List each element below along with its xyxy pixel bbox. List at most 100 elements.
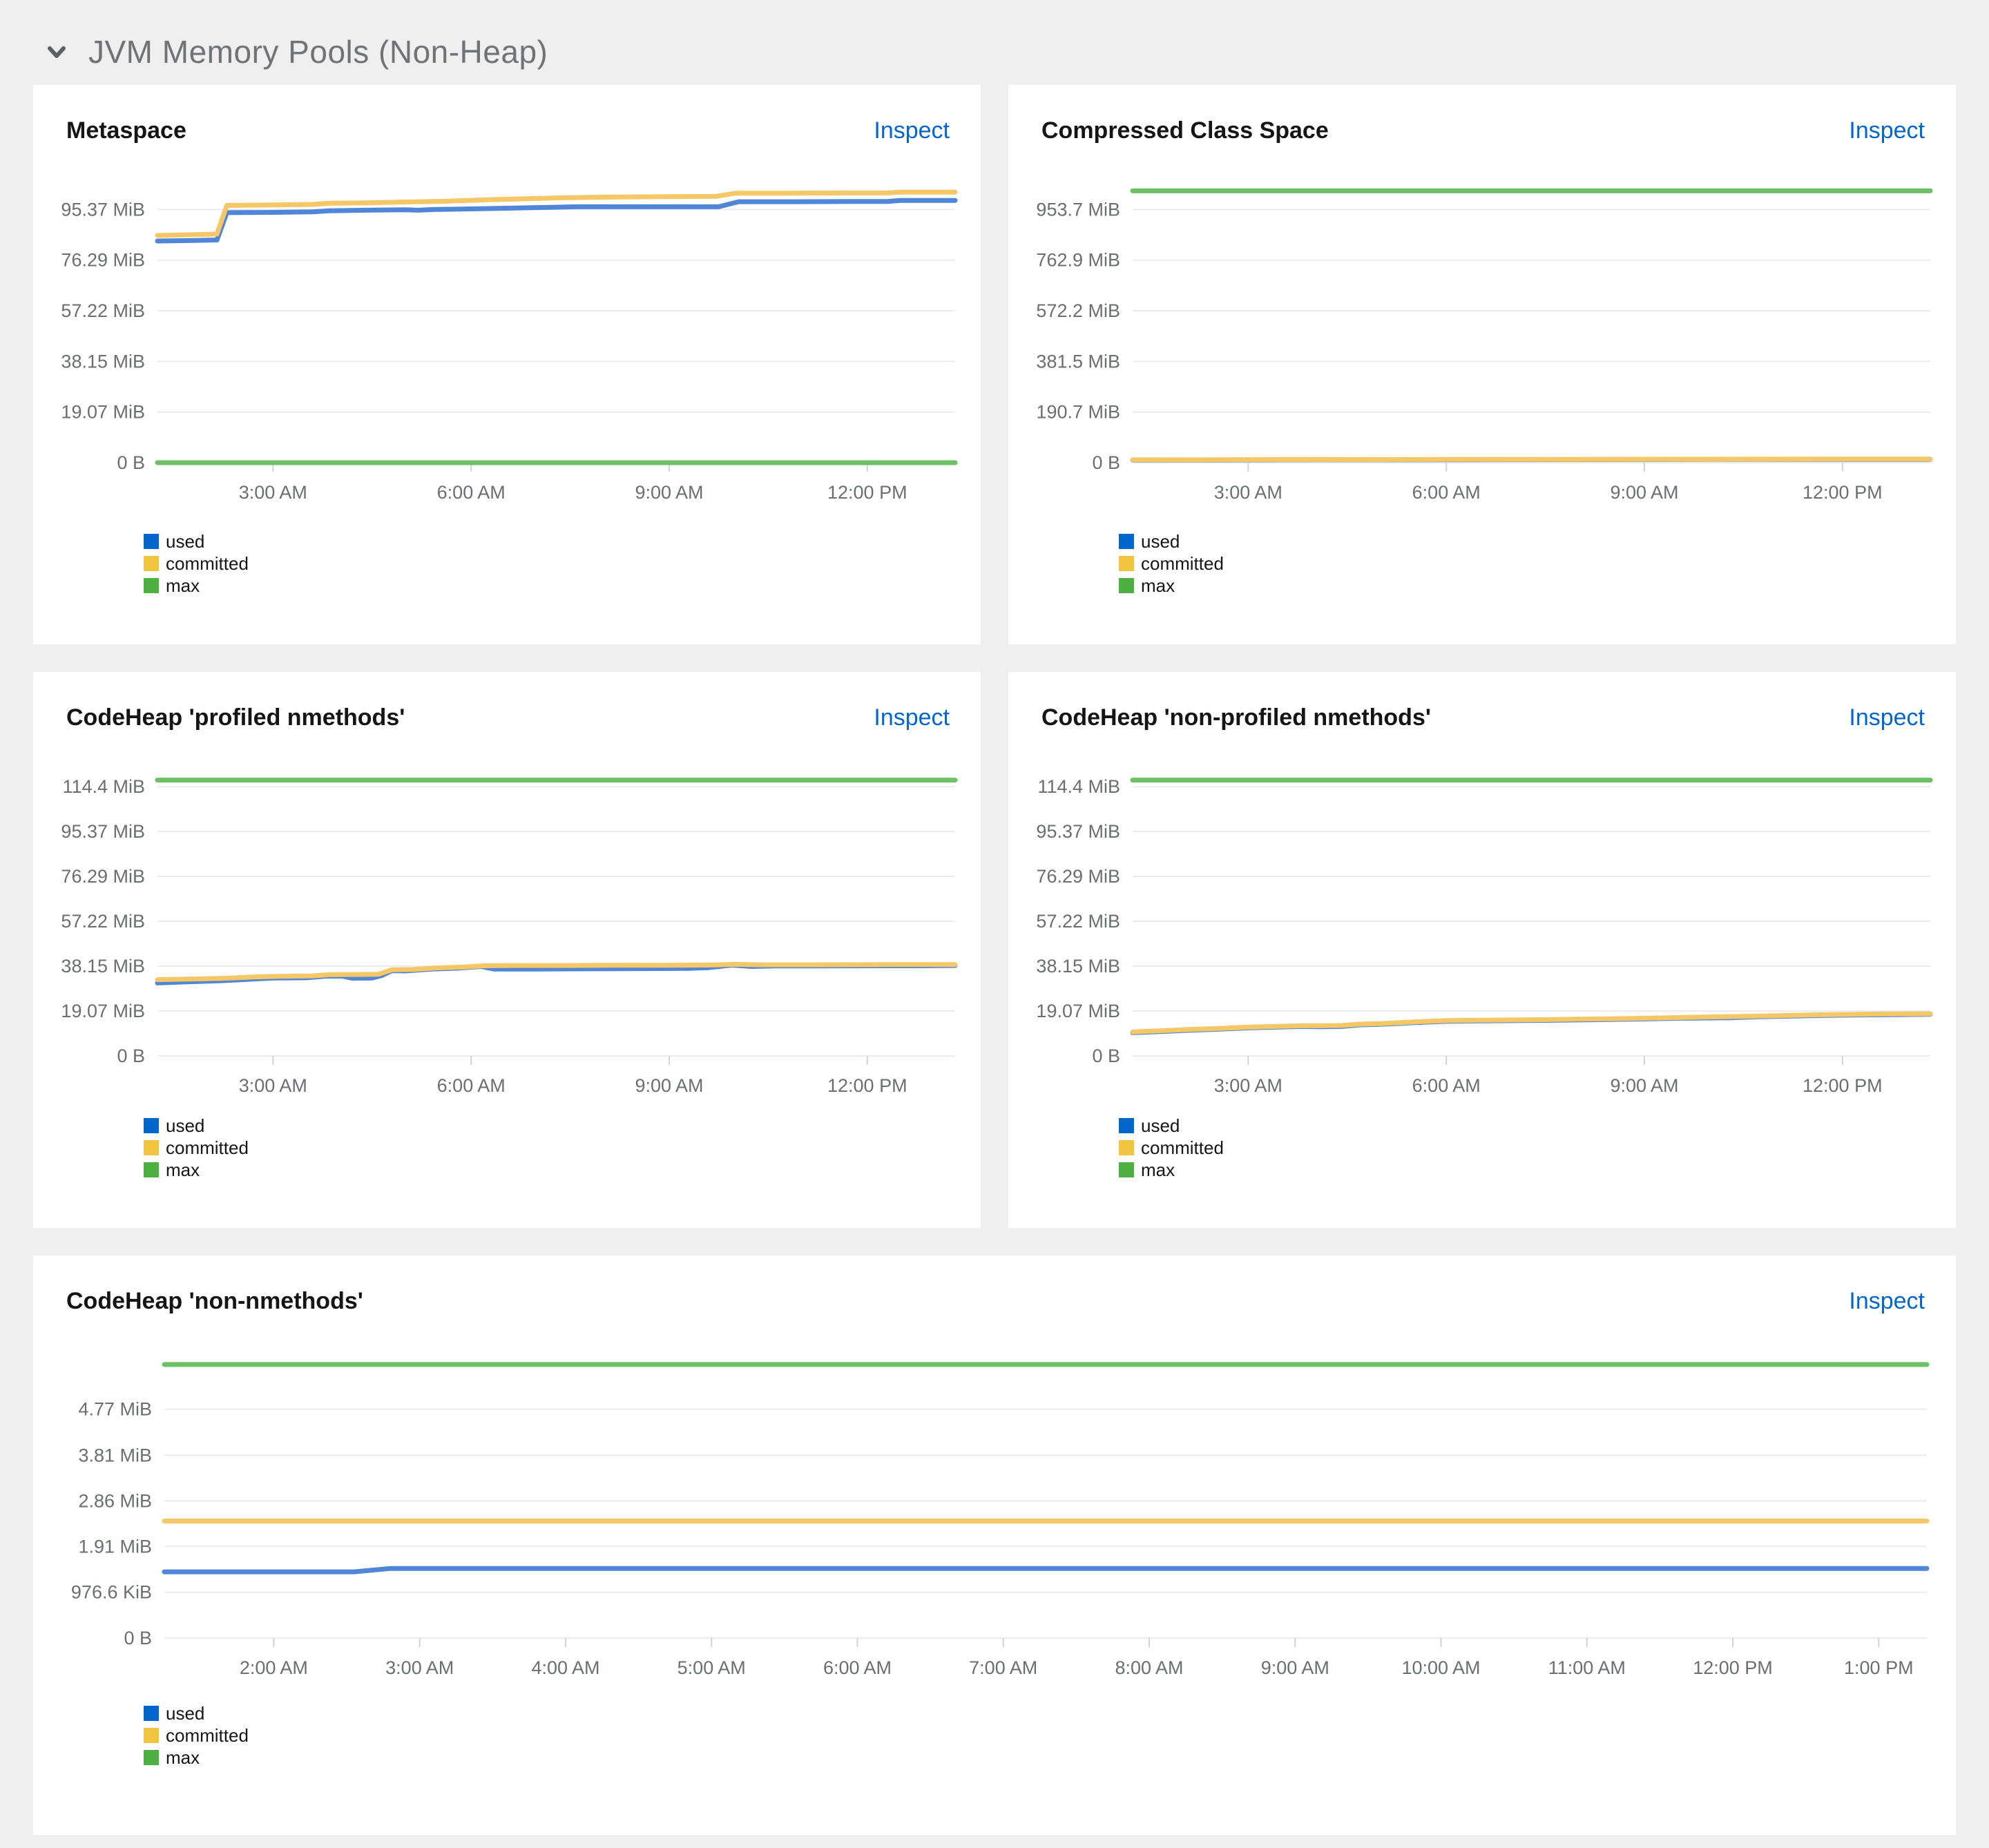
x-tick-label: 5:00 AM: [678, 1657, 746, 1678]
y-tick-label: 4.77 MiB: [78, 1399, 152, 1420]
legend-swatch-committed: [144, 1728, 159, 1743]
legend-label: committed: [166, 553, 249, 574]
y-tick-label: 76.29 MiB: [1036, 866, 1120, 887]
chart-svg: 95.37 MiB 76.29 MiB 57.22 MiB 38.15 MiB 19.0…: [61, 189, 958, 503]
legend-label: used: [166, 531, 205, 552]
y-tick-label: 95.37 MiB: [61, 199, 145, 220]
codeheap-profiled-nmethods-chart: 114.4 MiB 95.37 MiB 76.29 MiB 57.22 MiB 38.1…: [33, 754, 981, 1106]
legend-item-used: used: [144, 1702, 1956, 1724]
x-tick-label: 9:00 AM: [635, 482, 703, 503]
legend-item-committed: committed: [144, 1724, 1956, 1746]
legend-swatch-max: [1119, 1162, 1134, 1177]
legend-swatch-used: [144, 1706, 159, 1721]
y-tick-label: 57.22 MiB: [1036, 911, 1120, 932]
x-tick-label: 3:00 AM: [385, 1657, 454, 1678]
chevron-down-icon[interactable]: [44, 39, 69, 64]
legend-swatch-committed: [144, 1140, 159, 1155]
inspect-link[interactable]: Inspect: [1849, 704, 1925, 731]
legend-swatch-used: [1119, 1118, 1134, 1133]
panel-title: CodeHeap 'non-nmethods': [66, 1288, 363, 1314]
series-committed: [1130, 456, 1933, 463]
panel-codeheap-non-nmethods: CodeHeap 'non-nmethods' Inspect 4.77 MiB…: [33, 1255, 1956, 1835]
y-tick-label: 57.22 MiB: [61, 911, 145, 932]
codeheap-non-profiled-nmethods-chart: 114.4 MiB 95.37 MiB 76.29 MiB 57.22 MiB 38.1…: [1008, 754, 1956, 1106]
y-tick-label: 0 B: [117, 1046, 145, 1066]
x-tick-label: 12:00 PM: [1803, 482, 1883, 503]
legend-label: committed: [166, 1725, 249, 1746]
legend-label: max: [166, 1159, 200, 1180]
legend-swatch-max: [144, 1162, 159, 1177]
panel-codeheap-profiled-nmethods: CodeHeap 'profiled nmethods' Inspect 114…: [33, 672, 981, 1228]
y-tick-label: 0 B: [1092, 452, 1120, 473]
legend-label: max: [166, 1747, 200, 1768]
chart-svg: 114.4 MiB 95.37 MiB 76.29 MiB 57.22 MiB 38.1…: [61, 776, 958, 1096]
x-tick-label: 6:00 AM: [1412, 482, 1481, 503]
legend-item-committed: committed: [1119, 552, 1956, 575]
legend-swatch-used: [144, 534, 159, 549]
y-tick-label: 57.22 MiB: [61, 300, 145, 321]
legend-swatch-max: [144, 578, 159, 593]
inspect-link[interactable]: Inspect: [1849, 1288, 1925, 1314]
x-tick-label: 6:00 AM: [437, 1075, 506, 1096]
y-tick-label: 76.29 MiB: [61, 866, 145, 887]
x-tick-label: 6:00 AM: [437, 482, 506, 503]
x-tick-label: 9:00 AM: [1610, 1075, 1678, 1096]
panel-title: CodeHeap 'profiled nmethods': [66, 704, 405, 731]
y-tick-label: 19.07 MiB: [61, 402, 145, 423]
legend-item-max: max: [144, 1159, 981, 1181]
panel-title: CodeHeap 'non-profiled nmethods': [1041, 704, 1431, 731]
y-tick-label: 19.07 MiB: [1036, 1001, 1120, 1021]
y-tick-label: 381.5 MiB: [1036, 351, 1120, 372]
legend-label: committed: [166, 1137, 249, 1158]
legend-label: max: [1141, 575, 1175, 596]
x-tick-label: 12:00 PM: [1803, 1075, 1883, 1096]
legend-label: max: [166, 575, 200, 596]
legend-item-used: used: [144, 530, 981, 552]
chart-legend: used committed max: [144, 1115, 981, 1181]
legend-swatch-max: [144, 1750, 159, 1765]
x-tick-label: 6:00 AM: [1412, 1075, 1481, 1096]
y-tick-label: 1.91 MiB: [78, 1536, 152, 1557]
x-tick-label: 12:00 PM: [827, 482, 907, 503]
chart-legend: used committed max: [1119, 1115, 1956, 1181]
legend-label: committed: [1141, 1137, 1224, 1158]
x-tick-label: 9:00 AM: [635, 1075, 703, 1096]
legend-item-max: max: [144, 1746, 1956, 1769]
legend-item-used: used: [144, 1115, 981, 1137]
chart-legend: used committed max: [1119, 530, 1956, 597]
y-tick-label: 0 B: [117, 452, 145, 473]
legend-item-max: max: [1119, 1159, 1956, 1181]
x-tick-label: 3:00 AM: [1214, 1075, 1282, 1096]
x-tick-label: 6:00 AM: [823, 1657, 892, 1678]
section-header: JVM Memory Pools (Non-Heap): [0, 0, 1989, 85]
series-committed: [155, 961, 958, 983]
legend-item-max: max: [1119, 575, 1956, 597]
panel-codeheap-non-profiled-nmethods: CodeHeap 'non-profiled nmethods' Inspect…: [1008, 672, 1956, 1228]
y-tick-label: 38.15 MiB: [61, 956, 145, 976]
codeheap-non-nmethods-chart: 4.77 MiB 3.81 MiB 2.86 MiB 1.91 MiB 976.6 Ki…: [33, 1342, 1956, 1694]
inspect-link[interactable]: Inspect: [1849, 117, 1925, 144]
x-tick-label: 3:00 AM: [239, 482, 307, 503]
y-tick-label: 572.2 MiB: [1036, 300, 1120, 321]
y-tick-label: 95.37 MiB: [61, 821, 145, 842]
legend-label: used: [166, 1703, 205, 1724]
series-committed: [1130, 1011, 1933, 1034]
legend-swatch-committed: [144, 556, 159, 571]
panel-title: Metaspace: [66, 117, 186, 144]
y-tick-label: 76.29 MiB: [61, 250, 145, 271]
legend-swatch-max: [1119, 578, 1134, 593]
series-used: [162, 1566, 1930, 1575]
panel-title: Compressed Class Space: [1041, 117, 1329, 144]
x-tick-label: 2:00 AM: [240, 1657, 308, 1678]
inspect-link[interactable]: Inspect: [874, 704, 950, 731]
legend-item-committed: committed: [144, 1137, 981, 1159]
panel-metaspace: Metaspace Inspect 95.37 MiB 76.29 MiB 57.2…: [33, 85, 981, 644]
x-tick-label: 11:00 AM: [1548, 1657, 1626, 1678]
series-used: [155, 198, 958, 244]
x-tick-label: 3:00 AM: [1214, 482, 1282, 503]
x-tick-label: 12:00 PM: [1693, 1657, 1773, 1678]
x-tick-label: 9:00 AM: [1610, 482, 1678, 503]
chart-legend: used committed max: [144, 530, 981, 597]
y-tick-label: 38.15 MiB: [61, 351, 145, 372]
inspect-link[interactable]: Inspect: [874, 117, 950, 144]
